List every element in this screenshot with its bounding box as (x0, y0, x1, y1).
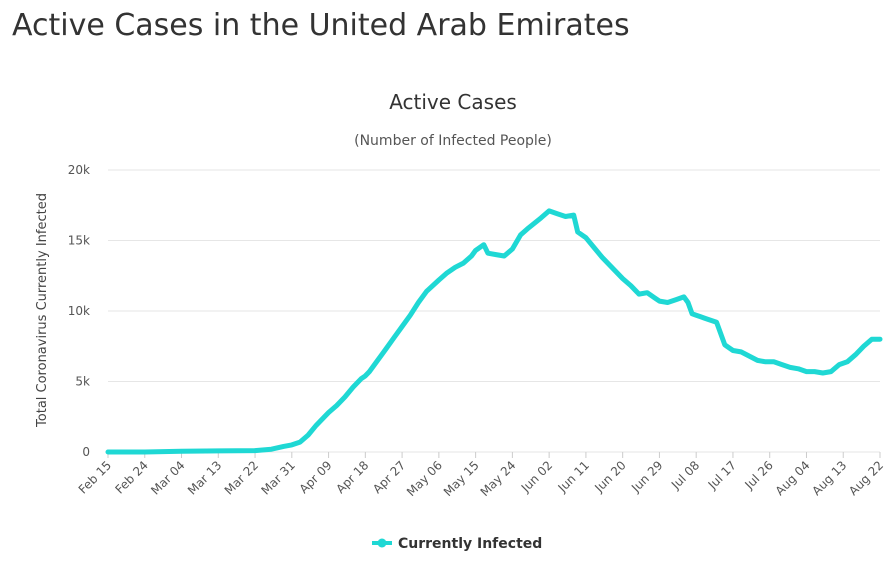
x-tick-label: May 06 (404, 458, 445, 499)
y-tick-label: 20k (68, 163, 90, 177)
x-tick-label: Jul 17 (705, 458, 739, 492)
page-title: Active Cases in the United Arab Emirates (12, 8, 630, 43)
x-tick-label: Feb 24 (112, 458, 150, 496)
x-tick-label: Jul 08 (668, 458, 702, 492)
x-tick-label: May 15 (441, 458, 482, 499)
y-tick-label: 5k (75, 375, 90, 389)
grid-lines (108, 169, 880, 453)
x-tick-label: Jun 20 (591, 458, 628, 495)
x-tick-label: Aug 13 (809, 458, 849, 498)
x-tick-label: Jul 26 (741, 458, 775, 492)
x-tick-label: Jun 11 (555, 458, 592, 495)
x-tick-label: Mar 22 (222, 458, 261, 497)
chart-title: Active Cases (389, 90, 517, 114)
legend[interactable]: Currently Infected (372, 536, 542, 552)
y-tick-label: 15k (68, 234, 90, 248)
series-layer (105, 208, 883, 455)
y-tick-label: 0 (82, 445, 90, 459)
x-tick-label: Aug 22 (846, 458, 886, 498)
x-tick-label: Feb 15 (76, 458, 114, 496)
y-axis-ticks: 0 5k 10k 15k 20k (68, 163, 90, 459)
y-tick-label: 10k (68, 304, 90, 318)
x-tick-label: Jun 29 (628, 458, 665, 495)
chart-subtitle: (Number of Infected People) (354, 133, 552, 149)
x-tick-label: Apr 27 (370, 458, 408, 496)
x-tick-label: Mar 13 (185, 458, 224, 497)
y-axis-label: Total Coronavirus Currently Infected (35, 193, 50, 428)
legend-marker (377, 538, 387, 548)
x-tick-label: Aug 04 (773, 458, 813, 498)
legend-label-currently-infected[interactable]: Currently Infected (398, 536, 542, 552)
x-tick-label: Apr 18 (333, 458, 371, 496)
x-tick-label: Jun 02 (518, 458, 555, 495)
x-tick-label: Mar 31 (259, 458, 298, 497)
x-tick-label: Apr 09 (297, 458, 335, 496)
series-line-currently-infected[interactable] (105, 208, 883, 455)
x-tick-label: May 24 (478, 458, 519, 499)
x-tick-label: Mar 04 (148, 458, 187, 497)
